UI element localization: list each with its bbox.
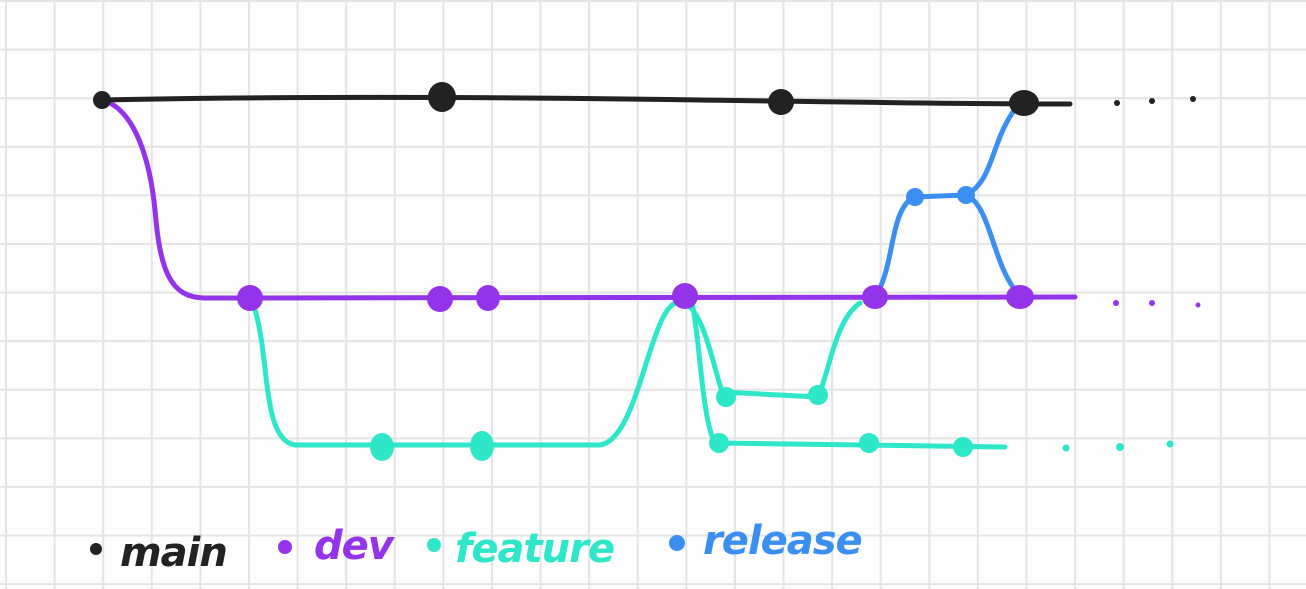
dev-continuation-dot: [1149, 300, 1155, 306]
feature-continuation-dot: [1116, 443, 1124, 451]
feature-commit: [370, 433, 394, 461]
legend-main-dot: [90, 543, 102, 555]
feature-commit: [470, 431, 494, 461]
feature-commit: [953, 437, 973, 457]
feature-branch-3-path: [689, 299, 1008, 450]
dev-branch: [100, 97, 1201, 308]
feature-commit: [709, 433, 729, 453]
release-merge-path: [963, 102, 1021, 198]
main-branch: [100, 94, 1196, 107]
legend-release-label: release: [703, 518, 862, 564]
feature-continuation-dot: [1166, 440, 1174, 448]
feature-branch-2: [685, 300, 863, 400]
main-continuation-dot: [1149, 98, 1155, 104]
legend-feature-dot: [427, 538, 441, 552]
dev-commit: [237, 285, 263, 311]
main-commit: [93, 91, 111, 109]
dev-commit: [476, 285, 500, 311]
feature-branch-1-path: [252, 299, 683, 448]
legend-dev-dot: [278, 540, 292, 554]
feature-branch-1: [252, 299, 683, 448]
dev-commit: [1006, 285, 1034, 309]
legend: main dev feature release: [90, 518, 863, 576]
dev-commit: [672, 283, 698, 309]
main-continuation-dot: [1114, 100, 1120, 106]
feature-branch-3: [689, 299, 1174, 452]
dev-continuation-dot: [1195, 302, 1201, 308]
feature-branch-2-path: [685, 300, 863, 400]
legend-dev-label: dev: [314, 523, 396, 569]
legend-main-label: main: [120, 530, 227, 576]
dev-commit: [427, 286, 453, 312]
release-commit: [957, 186, 975, 204]
release-commit: [906, 188, 924, 206]
dev-commit: [862, 285, 888, 309]
feature-commit: [716, 387, 736, 407]
dev-continuation-dot: [1113, 300, 1119, 306]
legend-feature-label: feature: [455, 526, 614, 572]
release-branch: [875, 102, 1021, 295]
main-branch-line: [100, 94, 1073, 107]
dev-branch-curve: [100, 97, 208, 301]
feature-commits: [370, 385, 973, 461]
legend-release-dot: [669, 535, 685, 551]
dev-commits: [237, 283, 1034, 312]
main-commit: [428, 82, 456, 112]
feature-commit: [808, 385, 828, 405]
main-commits: [93, 82, 1039, 116]
main-commit: [1009, 90, 1039, 116]
release-commits: [906, 186, 975, 206]
feature-continuation-dot: [1062, 444, 1070, 452]
main-commit: [768, 89, 794, 115]
release-branch-path: [875, 192, 1018, 295]
feature-commit: [859, 433, 879, 453]
main-continuation-dot: [1190, 96, 1196, 102]
dev-branch-line: [202, 294, 1078, 301]
